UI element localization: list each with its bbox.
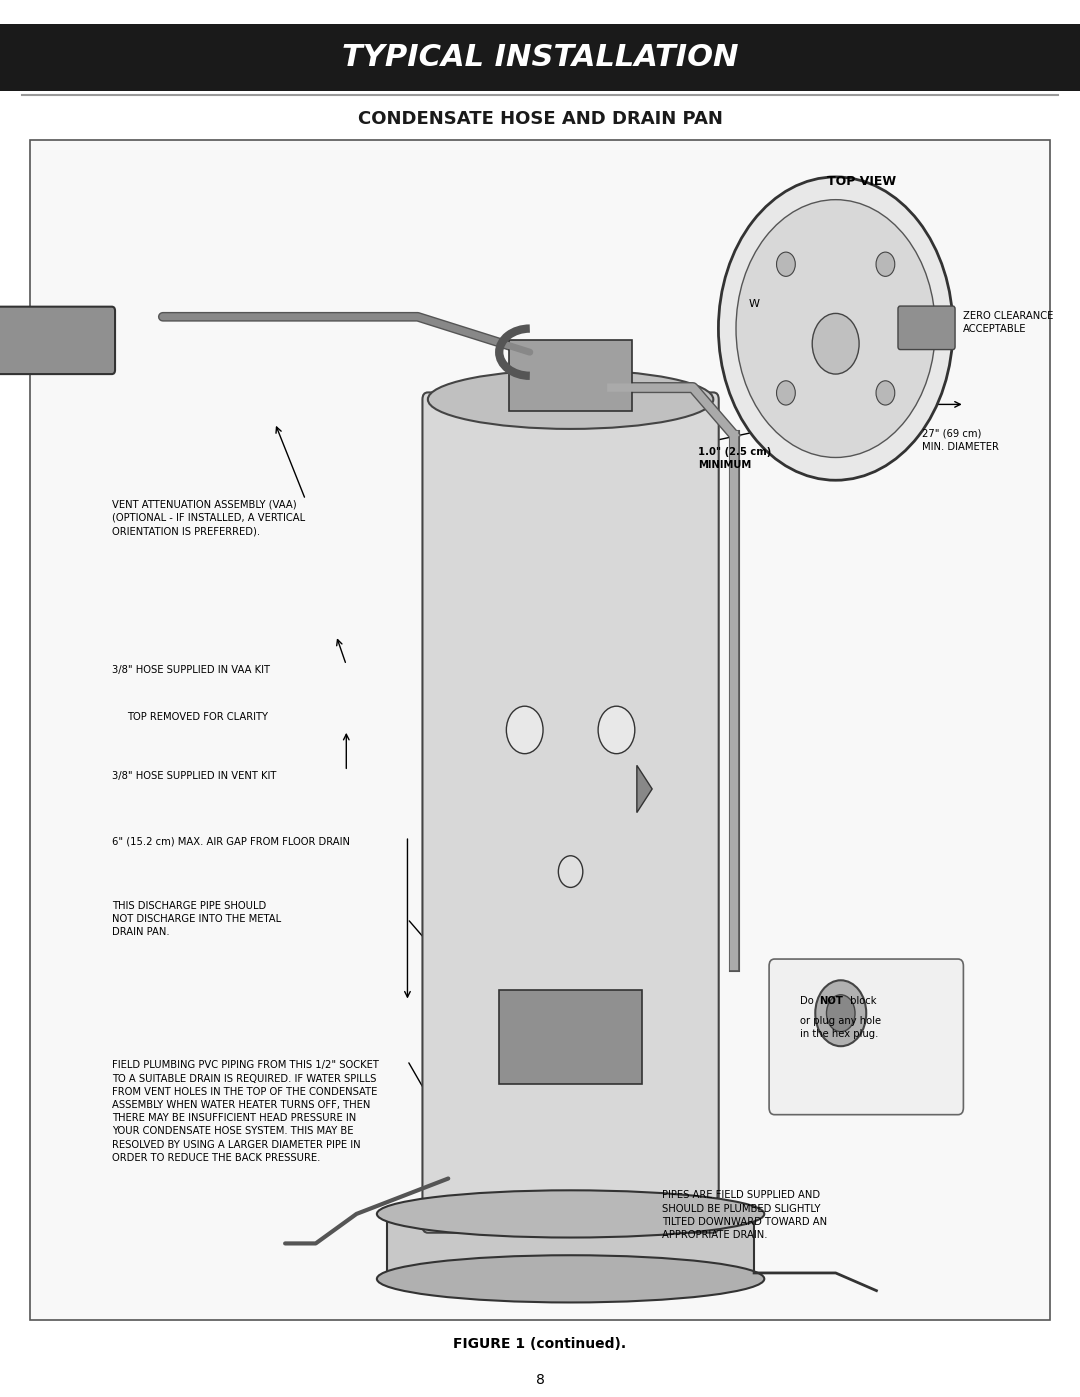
Bar <box>30 140 1050 1320</box>
Text: ZERO CLEARANCE
ACCEPTABLE: ZERO CLEARANCE ACCEPTABLE <box>963 312 1053 334</box>
Text: or plug any hole
in the hex plug.: or plug any hole in the hex plug. <box>800 1016 881 1039</box>
Circle shape <box>718 177 953 481</box>
Text: 8: 8 <box>536 1373 544 1387</box>
Bar <box>0 24 1080 91</box>
Text: 3/8" HOSE SUPPLIED IN VAA KIT: 3/8" HOSE SUPPLIED IN VAA KIT <box>112 665 270 675</box>
Text: TOP VIEW: TOP VIEW <box>826 175 895 187</box>
FancyBboxPatch shape <box>897 306 955 349</box>
Circle shape <box>876 251 895 277</box>
Polygon shape <box>637 766 652 813</box>
Circle shape <box>826 995 855 1032</box>
Text: PIPES ARE FIELD SUPPLIED AND
SHOULD BE PLUMBED SLIGHTLY
TILTED DOWNWARD TOWARD A: PIPES ARE FIELD SUPPLIED AND SHOULD BE P… <box>662 1190 827 1241</box>
FancyBboxPatch shape <box>0 307 116 374</box>
Text: VENT ATTENUATION ASSEMBLY (VAA)
(OPTIONAL - IF INSTALLED, A VERTICAL
ORIENTATION: VENT ATTENUATION ASSEMBLY (VAA) (OPTIONA… <box>112 500 305 536</box>
Circle shape <box>876 381 895 405</box>
Circle shape <box>777 381 795 405</box>
Text: 27" (69 cm)
MIN. DIAMETER: 27" (69 cm) MIN. DIAMETER <box>922 429 999 453</box>
FancyBboxPatch shape <box>769 960 963 1115</box>
Bar <box>510 341 632 411</box>
Circle shape <box>558 856 583 887</box>
Text: FIGURE 1 (continued).: FIGURE 1 (continued). <box>454 1337 626 1351</box>
Text: 6" (15.2 cm) MAX. AIR GAP FROM FLOOR DRAIN: 6" (15.2 cm) MAX. AIR GAP FROM FLOOR DRA… <box>112 837 350 847</box>
Circle shape <box>812 313 859 374</box>
Text: TOP REMOVED FOR CLARITY: TOP REMOVED FOR CLARITY <box>127 712 268 722</box>
Circle shape <box>507 707 543 753</box>
Circle shape <box>777 251 795 277</box>
Bar <box>499 989 642 1084</box>
Text: THIS DISCHARGE PIPE SHOULD
NOT DISCHARGE INTO THE METAL
DRAIN PAN.: THIS DISCHARGE PIPE SHOULD NOT DISCHARGE… <box>112 901 281 937</box>
Text: Do: Do <box>800 996 816 1006</box>
Text: TYPICAL INSTALLATION: TYPICAL INSTALLATION <box>341 43 739 71</box>
Text: 3/8" HOSE SUPPLIED IN VENT KIT: 3/8" HOSE SUPPLIED IN VENT KIT <box>112 771 276 781</box>
Circle shape <box>815 981 866 1046</box>
Circle shape <box>735 200 935 457</box>
Bar <box>387 1214 754 1278</box>
Ellipse shape <box>428 370 713 429</box>
Text: W: W <box>750 299 760 309</box>
Text: 1.0" (2.5 cm)
MINIMUM: 1.0" (2.5 cm) MINIMUM <box>698 447 771 469</box>
Text: CONDENSATE HOSE AND DRAIN PAN: CONDENSATE HOSE AND DRAIN PAN <box>357 110 723 127</box>
FancyBboxPatch shape <box>422 393 718 1232</box>
Text: NOT: NOT <box>820 996 843 1006</box>
Text: FIELD PLUMBING PVC PIPING FROM THIS 1/2" SOCKET
TO A SUITABLE DRAIN IS REQUIRED.: FIELD PLUMBING PVC PIPING FROM THIS 1/2"… <box>112 1060 379 1162</box>
Text: block: block <box>848 996 877 1006</box>
Circle shape <box>598 707 635 753</box>
Ellipse shape <box>377 1190 765 1238</box>
Ellipse shape <box>377 1256 765 1302</box>
